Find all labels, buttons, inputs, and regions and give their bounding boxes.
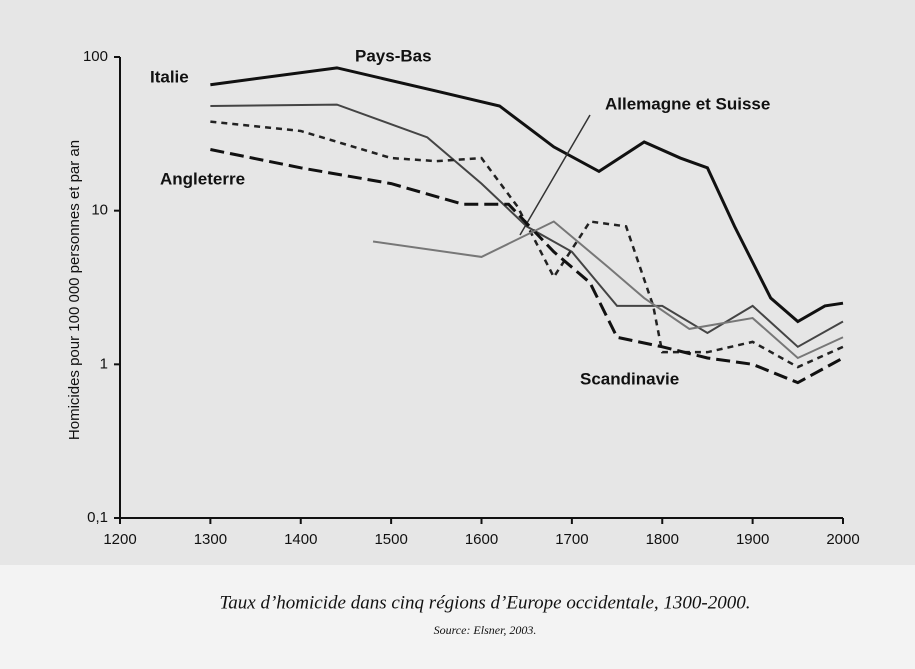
series-line	[210, 66, 844, 324]
source: Source: Elsner, 2003.	[434, 623, 537, 637]
series-label: Allemagne et Suisse	[605, 94, 770, 113]
x-tick-label: 1200	[103, 531, 136, 548]
x-tick-label: 1800	[646, 531, 679, 548]
series-line	[372, 220, 844, 360]
x-tick-label: 1900	[736, 531, 769, 548]
series-label: Scandinavie	[580, 369, 679, 388]
series-label: Italie	[150, 67, 189, 86]
x-tick-label: 1700	[555, 531, 588, 548]
chart-title: Taux d’homicide dans cinq régions d’Euro…	[219, 592, 750, 613]
y-tick-label: 100	[83, 48, 108, 65]
series-line	[210, 148, 844, 385]
series-line	[210, 103, 844, 349]
series-line	[210, 120, 844, 369]
x-tick-label: 1500	[374, 531, 407, 548]
x-tick-label: 1300	[194, 531, 227, 548]
x-tick-label: 2000	[826, 531, 859, 548]
x-tick-label: 1600	[465, 531, 498, 548]
series-label: Angleterre	[160, 169, 245, 188]
series-label: Pays-Bas	[355, 46, 432, 65]
paper	[0, 0, 915, 565]
y-axis-label: Homicides pour 100 000 personnes et par …	[66, 140, 83, 440]
y-tick-label: 10	[91, 202, 108, 219]
leader-line	[519, 114, 591, 236]
y-tick-label: 1	[100, 355, 108, 372]
x-tick-label: 1400	[284, 531, 317, 548]
caption-panel	[0, 565, 915, 669]
y-tick-label: 0,1	[87, 509, 108, 526]
